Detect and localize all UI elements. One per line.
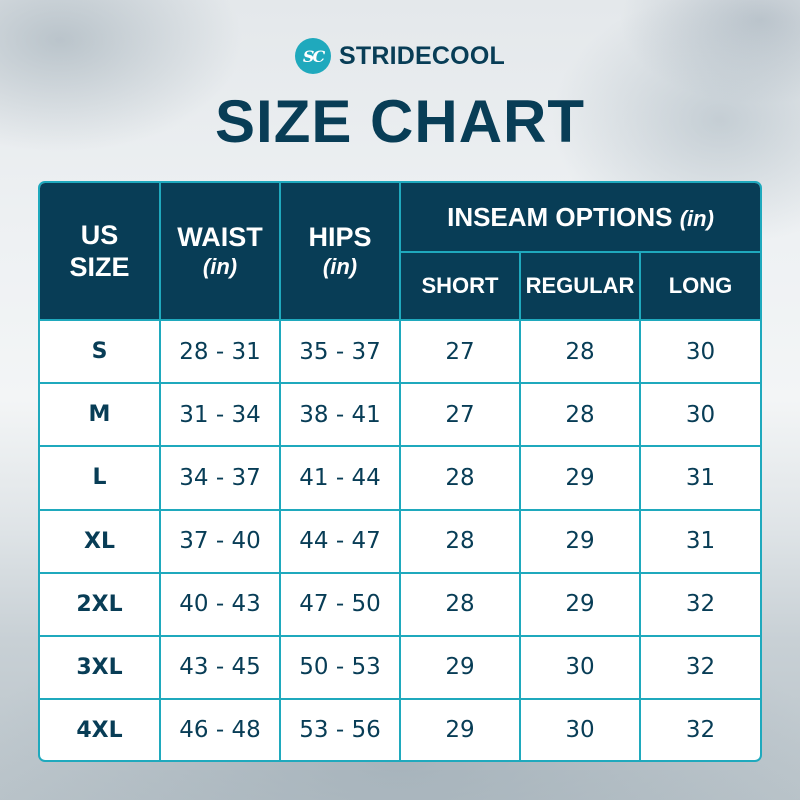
regular-cell: 29	[519, 571, 641, 637]
size-cell: 3XL	[40, 634, 161, 701]
waist-cell: 31 - 34	[159, 382, 281, 448]
header-short: SHORT	[400, 251, 521, 321]
table-row: 2XL 40 - 43 47 - 50 28 29 32	[40, 571, 760, 637]
header-size-label: SIZE	[69, 252, 130, 282]
header-waist-unit: (in)	[202, 254, 238, 279]
header-inseam-label: INSEAM OPTIONS	[447, 201, 673, 232]
regular-cell: 29	[519, 445, 641, 511]
table-row: S 28 - 31 35 - 37 27 28 30	[40, 318, 760, 385]
regular-cell: 28	[519, 318, 641, 385]
header-hips: HIPS (in)	[279, 183, 401, 321]
short-cell: 29	[399, 634, 521, 701]
long-cell: 30	[639, 318, 760, 385]
header-waist-label: WAIST	[177, 222, 263, 252]
size-cell: S	[40, 318, 161, 385]
regular-cell: 29	[519, 508, 641, 574]
size-cell: L	[40, 445, 161, 511]
size-cell: 2XL	[40, 571, 161, 637]
size-chart: US SIZE WAIST (in) HIPS (in) INSEAM OPTI…	[38, 181, 762, 762]
waist-cell: 37 - 40	[159, 508, 281, 574]
long-cell: 30	[639, 382, 760, 448]
hips-cell: 38 - 41	[279, 382, 401, 448]
size-table: US SIZE WAIST (in) HIPS (in) INSEAM OPTI…	[40, 183, 760, 760]
table-row: L 34 - 37 41 - 44 28 29 31	[40, 445, 760, 511]
hips-cell: 35 - 37	[279, 318, 401, 385]
regular-cell: 30	[519, 698, 641, 760]
header-inseam-options: INSEAM OPTIONS (in)	[399, 183, 760, 253]
table-row: 4XL 46 - 48 53 - 56 29 30 32	[40, 698, 760, 760]
table-row: M 31 - 34 38 - 41 27 28 30	[40, 382, 760, 448]
brand-badge-icon: SC	[295, 38, 332, 74]
brand-name: STRIDECOOL	[339, 41, 505, 70]
regular-cell: 28	[519, 382, 641, 448]
long-cell: 31	[639, 445, 760, 511]
waist-cell: 40 - 43	[159, 571, 281, 637]
short-cell: 28	[399, 571, 521, 637]
waist-cell: 46 - 48	[159, 698, 281, 760]
header-long: LONG	[639, 251, 760, 321]
header-waist: WAIST (in)	[159, 183, 281, 321]
header-regular: REGULAR	[519, 251, 641, 321]
table-row: 3XL 43 - 45 50 - 53 29 30 32	[40, 634, 760, 701]
hips-cell: 53 - 56	[279, 698, 401, 760]
hips-cell: 47 - 50	[279, 571, 401, 637]
size-cell: M	[40, 382, 161, 448]
header-hips-unit: (in)	[322, 254, 358, 279]
size-cell: 4XL	[40, 698, 161, 760]
long-cell: 32	[639, 571, 760, 637]
long-cell: 32	[639, 698, 760, 760]
header-inseam-unit: (in)	[679, 205, 714, 231]
page-title: SIZE CHART	[215, 88, 585, 155]
header-hips-label: HIPS	[308, 222, 372, 252]
long-cell: 32	[639, 634, 760, 701]
size-cell: XL	[40, 508, 161, 574]
short-cell: 27	[399, 318, 521, 385]
waist-cell: 34 - 37	[159, 445, 281, 511]
short-cell: 28	[399, 445, 521, 511]
short-cell: 27	[399, 382, 521, 448]
short-cell: 29	[399, 698, 521, 760]
regular-cell: 30	[519, 634, 641, 701]
hips-cell: 41 - 44	[279, 445, 401, 511]
header-us-label: US	[80, 220, 119, 250]
table-row: XL 37 - 40 44 - 47 28 29 31	[40, 508, 760, 574]
waist-cell: 28 - 31	[159, 318, 281, 385]
short-cell: 28	[399, 508, 521, 574]
waist-cell: 43 - 45	[159, 634, 281, 701]
hips-cell: 44 - 47	[279, 508, 401, 574]
hips-cell: 50 - 53	[279, 634, 401, 701]
brand-logo: SC STRIDECOOL	[0, 38, 800, 74]
long-cell: 31	[639, 508, 760, 574]
header-us-size: US SIZE	[40, 183, 161, 321]
